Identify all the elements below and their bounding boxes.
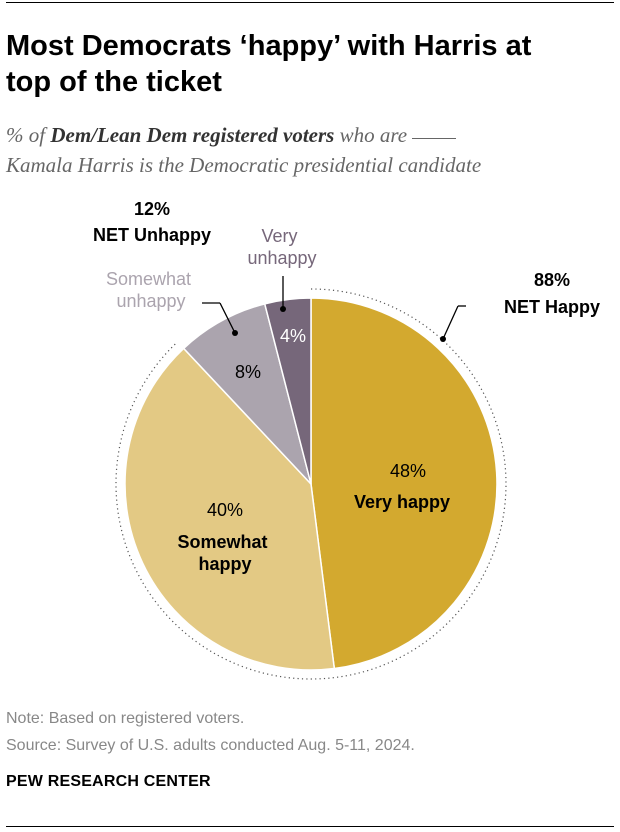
chart-note: Note: Based on registered voters.: [6, 710, 245, 727]
net-happy-leader-dot: [440, 336, 446, 342]
very-happy-label: Very happy: [354, 492, 450, 512]
pie-chart: 48% Very happy 40% Somewhat happy 8% Som…: [93, 199, 600, 680]
net-unhappy-label: NET Unhappy: [93, 225, 211, 245]
pew-logo: PEW RESEARCH CENTER: [6, 773, 211, 790]
somewhat-happy-label-line-2: happy: [198, 554, 251, 574]
subtitle-line-1: % of Dem/Lean Dem registered voters who …: [6, 120, 616, 150]
top-rule: [6, 2, 614, 3]
somewhat-unhappy-value-label: 8%: [235, 362, 261, 382]
somewhat-happy-label: Somewhat happy: [177, 532, 272, 574]
pie-slice-very-happy: [310, 297, 498, 670]
somewhat-unhappy-leader-dot: [232, 330, 238, 336]
subtitle-bold: Dem/Lean Dem registered voters: [50, 123, 335, 147]
somewhat-happy-label-line-1: Somewhat: [177, 532, 267, 552]
title-line-1: Most Democrats ‘happy’ with Harris at: [6, 30, 532, 62]
very-unhappy-leader-dot: [280, 306, 286, 312]
pie-slice-very-unhappy: [263, 297, 312, 485]
subtitle-blank: [412, 137, 457, 139]
chart-title: Most Democrats ‘happy’ with Harris at to…: [6, 28, 606, 100]
bottom-rule: [6, 826, 614, 827]
chart-source: Source: Survey of U.S. adults conducted …: [6, 737, 415, 754]
somewhat-unhappy-label-line-2: unhappy: [116, 291, 185, 311]
very-unhappy-label-line-2: unhappy: [247, 248, 316, 268]
pie-slice-somewhat-unhappy: [182, 302, 312, 485]
very-unhappy-label-line-1: Very: [261, 226, 297, 246]
very-unhappy-value-label: 4%: [280, 326, 306, 346]
title-line-2: top of the ticket: [6, 66, 222, 98]
somewhat-unhappy-label: Somewhat unhappy: [106, 269, 196, 311]
very-happy-value-label: 48%: [390, 461, 426, 481]
net-unhappy-value-label: 12%: [134, 199, 170, 219]
pie-slices: [124, 297, 498, 671]
net-happy-arc: [115, 288, 507, 680]
somewhat-unhappy-leader-diag: [219, 302, 236, 334]
somewhat-unhappy-label-line-1: Somewhat: [106, 269, 191, 289]
net-happy-leader-diag: [442, 305, 459, 340]
chart-subtitle: % of Dem/Lean Dem registered voters who …: [6, 120, 616, 180]
somewhat-happy-value-label: 40%: [207, 500, 243, 520]
subtitle-suffix: who are: [334, 123, 408, 147]
subtitle-line-2: Kamala Harris is the Democratic presiden…: [6, 153, 482, 177]
net-happy-value-label: 88%: [534, 270, 570, 290]
net-happy-label: NET Happy: [504, 297, 600, 317]
pie-slice-somewhat-happy: [124, 347, 336, 671]
subtitle-prefix: % of: [6, 123, 51, 147]
very-unhappy-label: Very unhappy: [247, 226, 316, 268]
